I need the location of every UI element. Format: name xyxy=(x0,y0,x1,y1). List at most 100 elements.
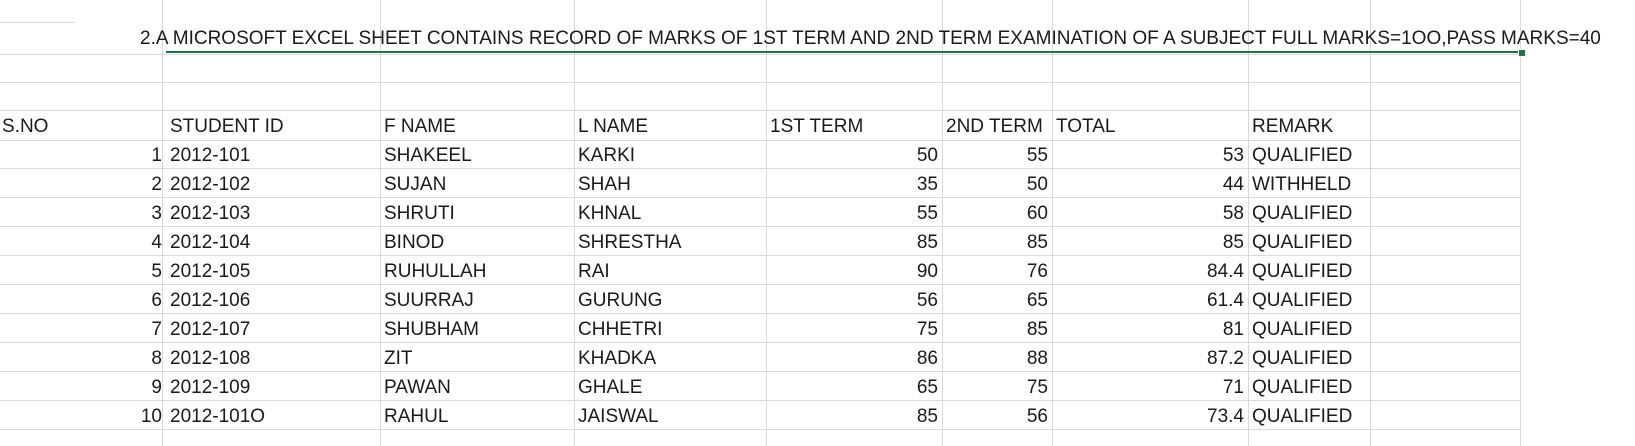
cell-term1[interactable]: 75 xyxy=(916,319,938,340)
header-cell-remark[interactable]: REMARK xyxy=(1252,116,1334,137)
cell-first-name[interactable]: RUHULLAH xyxy=(384,261,487,282)
cell-sno[interactable]: 4 xyxy=(151,232,162,253)
cell-remark[interactable]: QUALIFIED xyxy=(1252,406,1353,427)
cell-sno[interactable]: 8 xyxy=(151,348,162,369)
header-cell-sno[interactable]: S.NO xyxy=(2,116,49,137)
cell-total[interactable]: 61.4 xyxy=(1207,290,1244,311)
cell-term1[interactable]: 86 xyxy=(916,348,938,369)
header-cell-student-id[interactable]: STUDENT ID xyxy=(170,116,284,137)
cell-student-id[interactable]: 2012-101O xyxy=(170,406,266,427)
cell-term1[interactable]: 90 xyxy=(916,261,938,282)
cell-first-name[interactable]: SHUBHAM xyxy=(384,319,480,340)
cell-student-id[interactable]: 2012-105 xyxy=(170,261,251,282)
cell-last-name[interactable]: KHADKA xyxy=(578,348,657,369)
cell-student-id[interactable]: 2012-109 xyxy=(170,377,251,398)
cell-total[interactable]: 73.4 xyxy=(1207,406,1244,427)
cell-first-name[interactable]: SHAKEEL xyxy=(384,145,472,166)
cell-sno[interactable]: 6 xyxy=(151,290,162,311)
cell-student-id[interactable]: 2012-101 xyxy=(170,145,251,166)
column-gridline xyxy=(574,0,575,446)
cell-term2[interactable]: 88 xyxy=(1026,348,1048,369)
cell-term1[interactable]: 85 xyxy=(916,232,938,253)
sheet-title-cell[interactable]: 2.A MICROSOFT EXCEL SHEET CONTAINS RECOR… xyxy=(140,28,1601,49)
cell-last-name[interactable]: GHALE xyxy=(578,377,643,398)
column-gridline xyxy=(942,0,943,446)
cell-sno[interactable]: 10 xyxy=(140,406,162,427)
column-gridline xyxy=(766,0,767,446)
cell-term1[interactable]: 85 xyxy=(916,406,938,427)
cell-remark[interactable]: WITHHELD xyxy=(1252,174,1352,195)
cell-remark[interactable]: QUALIFIED xyxy=(1252,232,1353,253)
row-gridline xyxy=(0,400,1520,401)
cell-remark[interactable]: QUALIFIED xyxy=(1252,145,1353,166)
cell-term2[interactable]: 50 xyxy=(1026,174,1048,195)
cell-last-name[interactable]: KARKI xyxy=(578,145,636,166)
header-cell-term1[interactable]: 1ST TERM xyxy=(770,116,864,137)
header-cell-last-name[interactable]: L NAME xyxy=(578,116,649,137)
cell-total[interactable]: 71 xyxy=(1222,377,1244,398)
cell-last-name[interactable]: GURUNG xyxy=(578,290,663,311)
cell-total[interactable]: 84.4 xyxy=(1207,261,1244,282)
cell-last-name[interactable]: SHAH xyxy=(578,174,631,195)
cell-first-name[interactable]: BINOD xyxy=(384,232,445,253)
cell-remark[interactable]: QUALIFIED xyxy=(1252,261,1353,282)
cell-sno[interactable]: 1 xyxy=(151,145,162,166)
row-gridline xyxy=(0,226,1520,227)
cell-student-id[interactable]: 2012-108 xyxy=(170,348,251,369)
header-cell-first-name[interactable]: F NAME xyxy=(384,116,456,137)
cell-first-name[interactable]: RAHUL xyxy=(384,406,449,427)
cell-sno[interactable]: 7 xyxy=(151,319,162,340)
cell-term2[interactable]: 55 xyxy=(1026,145,1048,166)
cell-remark[interactable]: QUALIFIED xyxy=(1252,377,1353,398)
cell-total[interactable]: 44 xyxy=(1222,174,1244,195)
cell-total[interactable]: 58 xyxy=(1222,203,1244,224)
cell-first-name[interactable]: SHRUTI xyxy=(384,203,455,224)
cell-term2[interactable]: 56 xyxy=(1026,406,1048,427)
cell-student-id[interactable]: 2012-106 xyxy=(170,290,251,311)
cell-student-id[interactable]: 2012-107 xyxy=(170,319,251,340)
fill-handle[interactable] xyxy=(1518,49,1526,57)
cell-term2[interactable]: 85 xyxy=(1026,232,1048,253)
cell-student-id[interactable]: 2012-102 xyxy=(170,174,251,195)
cell-sno[interactable]: 2 xyxy=(151,174,162,195)
row-gridline xyxy=(0,54,1520,55)
cell-total[interactable]: 53 xyxy=(1222,145,1244,166)
cell-last-name[interactable]: JAISWAL xyxy=(578,406,659,427)
row-gridline xyxy=(0,255,1520,256)
cell-term1[interactable]: 65 xyxy=(916,377,938,398)
cell-total[interactable]: 87.2 xyxy=(1207,348,1244,369)
cell-term1[interactable]: 50 xyxy=(916,145,938,166)
header-cell-total[interactable]: TOTAL xyxy=(1056,116,1116,137)
cell-first-name[interactable]: PAWAN xyxy=(384,377,451,398)
cell-last-name[interactable]: RAI xyxy=(578,261,610,282)
cell-last-name[interactable]: CHHETRI xyxy=(578,319,663,340)
cell-last-name[interactable]: SHRESTHA xyxy=(578,232,682,253)
cell-last-name[interactable]: KHNAL xyxy=(578,203,642,224)
cell-term2[interactable]: 75 xyxy=(1026,377,1048,398)
cell-term1[interactable]: 35 xyxy=(916,174,938,195)
cell-remark[interactable]: QUALIFIED xyxy=(1252,348,1353,369)
cell-remark[interactable]: QUALIFIED xyxy=(1252,290,1353,311)
cell-student-id[interactable]: 2012-104 xyxy=(170,232,251,253)
cell-total[interactable]: 85 xyxy=(1222,232,1244,253)
cell-sno[interactable]: 3 xyxy=(151,203,162,224)
cell-term2[interactable]: 76 xyxy=(1026,261,1048,282)
row-gridline xyxy=(0,140,1520,141)
cell-remark[interactable]: QUALIFIED xyxy=(1252,203,1353,224)
cell-remark[interactable]: QUALIFIED xyxy=(1252,319,1353,340)
cell-term2[interactable]: 60 xyxy=(1026,203,1048,224)
header-cell-term2[interactable]: 2ND TERM xyxy=(946,116,1043,137)
cell-first-name[interactable]: ZIT xyxy=(384,348,413,369)
cell-term1[interactable]: 56 xyxy=(916,290,938,311)
cell-term1[interactable]: 55 xyxy=(916,203,938,224)
cell-student-id[interactable]: 2012-103 xyxy=(170,203,251,224)
cell-sno[interactable]: 9 xyxy=(151,377,162,398)
cell-sno[interactable]: 5 xyxy=(151,261,162,282)
cell-term2[interactable]: 85 xyxy=(1026,319,1048,340)
cell-first-name[interactable]: SUURRAJ xyxy=(384,290,474,311)
row-gridline xyxy=(0,429,1520,430)
cell-term2[interactable]: 65 xyxy=(1026,290,1048,311)
cell-total[interactable]: 81 xyxy=(1222,319,1244,340)
cell-first-name[interactable]: SUJAN xyxy=(384,174,447,195)
